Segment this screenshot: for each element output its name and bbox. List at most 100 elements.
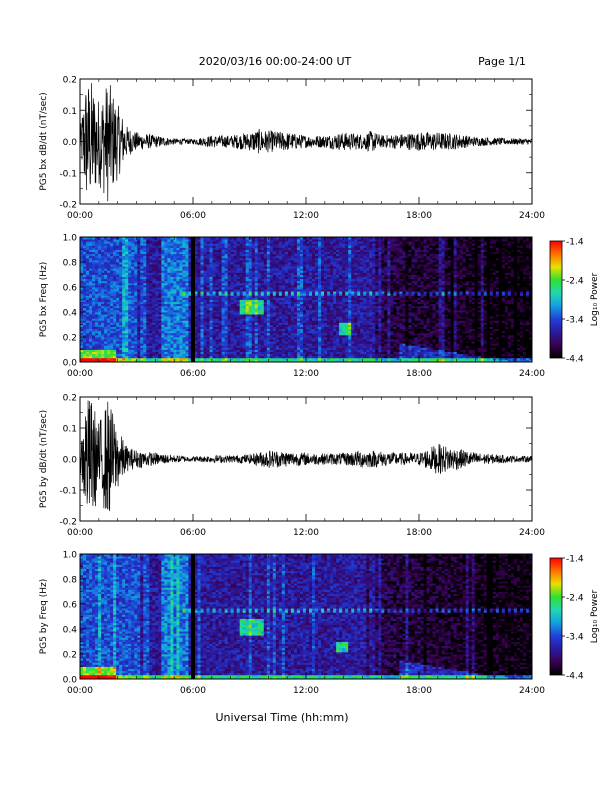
heatmap-cell	[179, 276, 183, 280]
heatmap-cell	[236, 237, 241, 240]
heatmap-cell	[299, 295, 304, 298]
heatmap-cell	[224, 343, 229, 346]
heatmap-cell	[299, 345, 304, 348]
heatmap-cell	[110, 295, 114, 298]
heatmap-cell	[143, 297, 147, 300]
heatmap-cell	[167, 243, 171, 246]
heatmap-cell	[176, 332, 180, 336]
heatmap-cell	[233, 241, 238, 244]
heatmap-cell	[107, 303, 111, 307]
heatmap-cell	[104, 259, 108, 263]
heatmap-cell	[125, 282, 129, 286]
heatmap-cell	[275, 307, 280, 311]
heatmap-cell	[161, 299, 165, 302]
heatmap-cell	[140, 305, 144, 309]
heatmap-cell	[315, 326, 319, 330]
heatmap-cell	[242, 345, 247, 348]
heatmap-cell	[227, 262, 232, 265]
heatmap-cell	[260, 307, 265, 311]
heatmap-cell	[299, 282, 304, 286]
heatmap-cell	[92, 305, 96, 309]
heatmap-cell	[299, 299, 304, 302]
heatmap-cell	[278, 293, 283, 296]
heatmap-cell	[284, 284, 289, 288]
heatmap-cell	[302, 349, 307, 352]
heatmap-cell	[95, 299, 99, 302]
heatmap-cell	[92, 257, 96, 261]
heatmap-cell	[263, 243, 268, 246]
heatmap-cell	[140, 257, 144, 261]
heatmap-cell	[287, 257, 292, 261]
heatmap-cell	[239, 268, 244, 271]
heatmap-cell	[122, 274, 126, 277]
heatmap-cell	[284, 349, 289, 352]
heatmap-cell	[257, 305, 262, 309]
heatmap-cell	[194, 322, 198, 325]
heatmap-cell	[143, 289, 147, 292]
heatmap-cell	[104, 328, 108, 332]
heatmap-cell	[101, 266, 105, 269]
heatmap-cell	[242, 276, 247, 280]
heatmap-cell	[185, 314, 189, 317]
heatmap-cell	[134, 295, 138, 298]
heatmap-cell	[260, 287, 265, 290]
heatmap-cell	[227, 251, 232, 255]
heatmap-cell	[254, 347, 259, 350]
heatmap-cell	[260, 245, 265, 248]
heatmap-cell	[312, 278, 316, 282]
heatmap-cell	[194, 257, 198, 261]
heatmap-cell	[158, 289, 162, 292]
heatmap-cell	[179, 291, 183, 294]
heatmap-cell	[122, 345, 126, 348]
heatmap-cell	[272, 264, 277, 267]
heatmap-cell	[149, 345, 153, 348]
heatmap-cell	[309, 341, 313, 344]
heatmap-cell	[119, 332, 123, 336]
heatmap-cell	[113, 243, 117, 246]
heatmap-cell	[221, 347, 226, 350]
heatmap-cell	[122, 322, 126, 325]
heatmap-cell	[137, 284, 141, 288]
heatmap-cell	[173, 278, 177, 282]
heatmap-cell	[149, 293, 153, 296]
heatmap-cell	[248, 253, 253, 257]
heatmap-cell	[272, 316, 277, 319]
heatmap-cell	[290, 249, 295, 252]
heatmap-cell	[101, 318, 105, 321]
heatmap-cell	[200, 303, 204, 307]
heatmap-cell	[125, 320, 129, 323]
heatmap-cell	[101, 351, 105, 355]
heatmap-cell	[80, 351, 84, 355]
heatmap-cell	[170, 349, 174, 352]
heatmap-cell	[263, 307, 268, 311]
heatmap-cell	[155, 307, 159, 311]
heatmap-cell	[86, 268, 90, 271]
heatmap-cell	[269, 330, 274, 334]
heatmap-cell	[167, 274, 171, 277]
heatmap-cell	[98, 241, 102, 244]
heatmap-cell	[185, 309, 189, 313]
heatmap-cell	[83, 282, 87, 286]
heatmap-cell	[134, 355, 138, 359]
heatmap-cell	[306, 334, 310, 338]
heatmap-cell	[197, 257, 201, 261]
heatmap-cell	[176, 330, 180, 334]
heatmap-cell	[188, 287, 192, 290]
heatmap-cell	[122, 309, 126, 313]
heatmap-cell	[110, 237, 114, 240]
heatmap-cell	[92, 251, 96, 255]
heatmap-cell	[218, 270, 223, 273]
heatmap-cell	[104, 339, 108, 342]
heatmap-cell	[299, 287, 304, 290]
heatmap-cell	[146, 243, 150, 246]
heatmap-cell	[101, 280, 105, 284]
heatmap-cell	[185, 337, 189, 340]
heatmap-cell	[233, 284, 238, 288]
heatmap-cell	[306, 332, 310, 336]
heatmap-cell	[194, 251, 198, 255]
heatmap-cell	[116, 293, 120, 296]
heatmap-cell	[254, 343, 259, 346]
heatmap-cell	[194, 249, 198, 252]
heatmap-cell	[137, 305, 141, 309]
heatmap-cell	[293, 293, 298, 296]
